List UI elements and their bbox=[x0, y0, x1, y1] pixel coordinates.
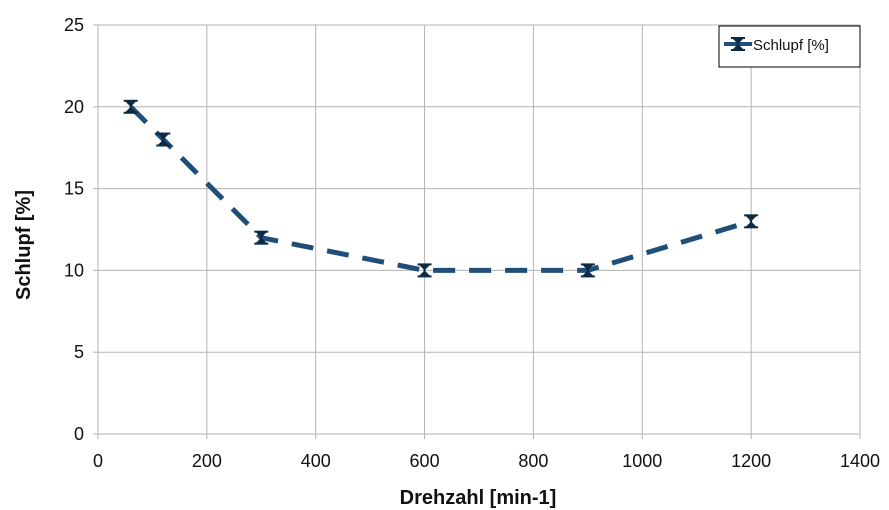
data-point bbox=[156, 132, 171, 147]
x-tick-label: 1000 bbox=[622, 451, 662, 471]
series-layer bbox=[123, 99, 759, 278]
y-tick-label: 5 bbox=[74, 342, 84, 362]
legend-marker-shape bbox=[731, 37, 745, 51]
grid-layer bbox=[97, 24, 861, 435]
legend: Schlupf [%] bbox=[718, 25, 861, 68]
x-tick-label: 600 bbox=[410, 451, 440, 471]
axis-layer bbox=[93, 24, 861, 439]
legend-marker-icon bbox=[731, 37, 745, 51]
x-axis-title: Drehzahl [min-1] bbox=[400, 487, 557, 509]
y-tick-label: 25 bbox=[64, 15, 84, 35]
data-point bbox=[417, 263, 432, 278]
legend-label: Schlupf [%] bbox=[753, 37, 829, 54]
data-point bbox=[580, 263, 595, 278]
x-tick-label: 400 bbox=[301, 451, 331, 471]
x-tick-label: 200 bbox=[192, 451, 222, 471]
x-tick-label: 800 bbox=[518, 451, 548, 471]
legend-box bbox=[718, 25, 861, 68]
y-tick-label: 20 bbox=[64, 97, 84, 117]
y-axis-title: Schlupf [%] bbox=[13, 190, 35, 300]
x-tick-label: 1200 bbox=[731, 451, 771, 471]
x-tick-label: 0 bbox=[93, 451, 103, 471]
data-point bbox=[123, 99, 138, 114]
data-point bbox=[254, 230, 269, 245]
y-tick-label: 10 bbox=[64, 260, 84, 280]
tick-labels: 0 200 400 600 800 1000 1200 1400 0 5 10 15 20 25 bbox=[64, 15, 880, 471]
x-tick-label: 1400 bbox=[840, 451, 880, 471]
plot-frame bbox=[97, 24, 861, 435]
data-point bbox=[744, 214, 759, 229]
y-tick-label: 0 bbox=[74, 424, 84, 444]
y-tick-label: 15 bbox=[64, 179, 84, 199]
